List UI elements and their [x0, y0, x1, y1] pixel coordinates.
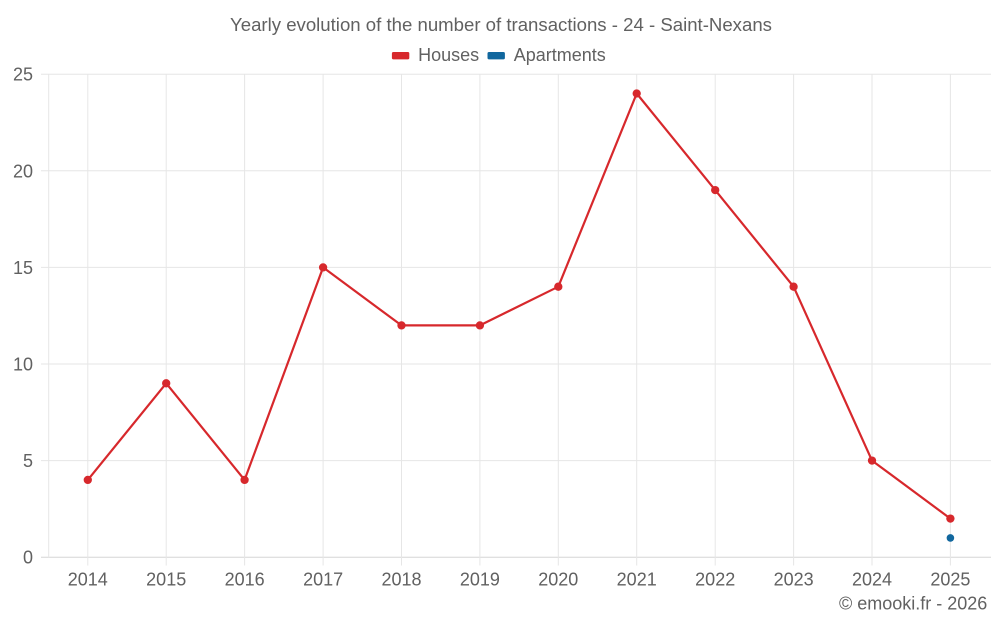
- svg-text:0: 0: [23, 548, 33, 568]
- svg-text:2015: 2015: [146, 569, 186, 589]
- svg-text:2022: 2022: [695, 569, 735, 589]
- svg-text:2014: 2014: [68, 569, 108, 589]
- svg-text:2016: 2016: [225, 569, 265, 589]
- svg-text:2023: 2023: [774, 569, 814, 589]
- svg-text:2019: 2019: [460, 569, 500, 589]
- svg-text:© emooki.fr - 2026: © emooki.fr - 2026: [839, 593, 987, 613]
- svg-text:2020: 2020: [538, 569, 578, 589]
- svg-text:25: 25: [13, 65, 33, 85]
- svg-text:Yearly evolution of the number: Yearly evolution of the number of transa…: [230, 14, 772, 35]
- svg-text:10: 10: [13, 355, 33, 375]
- svg-text:Houses: Houses: [418, 45, 479, 65]
- svg-text:2018: 2018: [381, 569, 421, 589]
- svg-text:20: 20: [13, 161, 33, 181]
- svg-text:2017: 2017: [303, 569, 343, 589]
- svg-text:5: 5: [23, 451, 33, 471]
- svg-text:15: 15: [13, 258, 33, 278]
- svg-text:2024: 2024: [852, 569, 892, 589]
- svg-text:Apartments: Apartments: [514, 45, 606, 65]
- svg-text:2025: 2025: [930, 569, 970, 589]
- svg-text:2021: 2021: [617, 569, 657, 589]
